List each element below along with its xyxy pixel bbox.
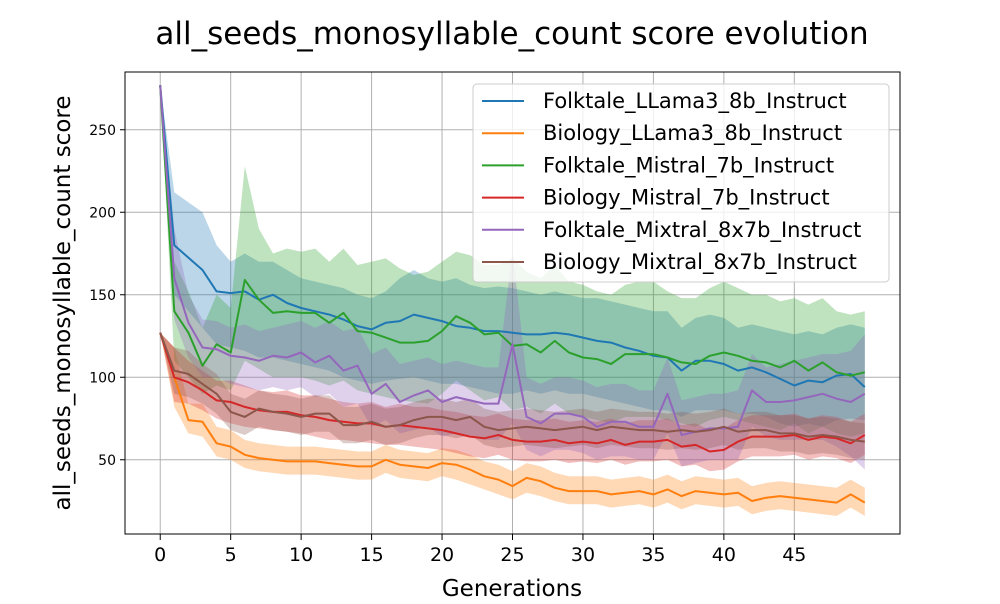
legend-label: Folktale_LLama3_8b_Instruct	[543, 89, 847, 114]
y-tick-label: 250	[89, 123, 116, 139]
series-line-4	[159, 85, 866, 436]
band-5	[160, 332, 865, 460]
x-tick-label: 45	[782, 544, 806, 566]
series-line-1	[159, 332, 866, 504]
series-line-0	[159, 85, 866, 388]
legend-label: Biology_Mixtral_8x7b_Instruct	[543, 250, 857, 275]
band-0	[160, 85, 865, 427]
x-tick-label: 15	[359, 544, 383, 566]
x-tick-label: 35	[641, 544, 665, 566]
legend-label: Biology_LLama3_8b_Instruct	[543, 121, 842, 146]
legend: Folktale_LLama3_8b_Instruct Biology_LLama…	[472, 83, 890, 283]
y-tick-label: 100	[89, 370, 116, 386]
legend-label: Folktale_Mistral_7b_Instruct	[543, 153, 834, 178]
y-tick-label: 150	[89, 288, 116, 304]
x-axis-label: Generations	[442, 576, 582, 600]
y-axis-ticks: 50 100 150 200 250	[89, 123, 125, 469]
x-tick-label: 30	[571, 544, 595, 566]
x-tick-label: 0	[154, 544, 166, 566]
x-axis-ticks: 0 5 10 15 20 25 30 35 40 45	[154, 534, 806, 566]
y-axis-label: all_seeds_monosyllable_count score	[50, 96, 76, 511]
legend-label: Folktale_Mixtral_8x7b_Instruct	[543, 218, 861, 243]
series-lines	[159, 85, 866, 504]
band-3	[160, 332, 865, 472]
legend-label: Biology_Mistral_7b_Instruct	[543, 186, 830, 211]
series-line-5	[159, 332, 865, 443]
x-tick-label: 5	[225, 544, 237, 566]
y-tick-label: 50	[98, 453, 116, 469]
x-tick-label: 20	[430, 544, 454, 566]
y-tick-label: 200	[89, 205, 116, 221]
x-tick-label: 25	[500, 544, 524, 566]
legend-box	[472, 83, 890, 283]
x-tick-label: 40	[712, 544, 736, 566]
x-tick-label: 10	[289, 544, 313, 566]
band-1	[160, 332, 865, 516]
chart-title: all_seeds_monosyllable_count score evolu…	[155, 16, 868, 52]
